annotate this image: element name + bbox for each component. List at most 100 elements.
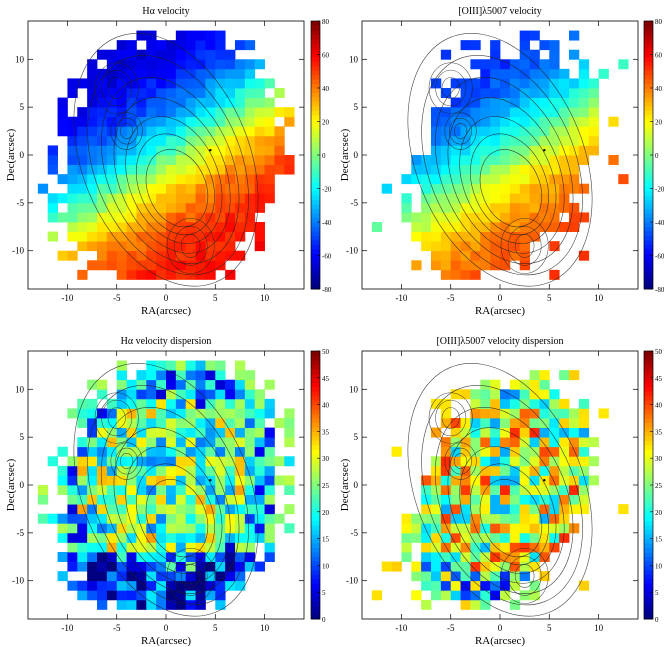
colorbar-tick-label: 15 — [322, 536, 330, 544]
map-pixel — [539, 193, 550, 204]
map-pixel — [460, 532, 471, 543]
map-pixel — [559, 222, 570, 232]
map-pixel — [116, 561, 127, 572]
map-pixel — [185, 231, 196, 242]
map-pixel — [440, 523, 452, 534]
map-pixel — [195, 475, 206, 486]
map-pixel — [136, 174, 147, 185]
map-pixel — [500, 68, 511, 79]
map-pixel — [37, 494, 49, 505]
map-pixel — [529, 30, 540, 41]
map-pixel — [195, 542, 206, 553]
map-pixel — [490, 475, 501, 486]
map-pixel — [470, 107, 481, 118]
map-pixel — [175, 360, 187, 371]
map-pixel — [195, 269, 206, 280]
map-pixel — [235, 68, 246, 79]
map-pixel — [215, 561, 226, 572]
map-pixel — [87, 437, 98, 448]
map-pixel — [470, 398, 481, 409]
map-pixel — [460, 222, 471, 232]
map-pixel — [225, 552, 236, 562]
map-pixel — [549, 241, 560, 252]
colorbar-segment — [311, 177, 320, 183]
map-pixel — [87, 88, 98, 98]
map-pixel — [215, 164, 226, 175]
map-pixel — [57, 523, 68, 534]
map-pixel — [480, 427, 491, 438]
map-pixel — [480, 465, 491, 476]
map-pixel — [254, 427, 265, 438]
map-pixel — [371, 590, 383, 601]
map-pixel — [460, 155, 471, 165]
map-pixel — [539, 427, 550, 438]
map-pixel — [235, 456, 246, 467]
map-pixel — [559, 174, 570, 185]
map-pixel — [235, 398, 246, 409]
map-pixel — [126, 590, 137, 601]
map-pixel — [519, 222, 530, 232]
map-pixel — [215, 78, 226, 89]
map-pixel — [205, 107, 216, 118]
map-pixel — [578, 135, 590, 146]
map-pixel — [205, 250, 216, 261]
map-pixel — [185, 398, 196, 409]
map-pixel — [136, 250, 147, 261]
map-pixel — [215, 135, 226, 146]
map-pixel — [569, 494, 580, 505]
map-pixel — [225, 116, 236, 127]
map-pixel — [450, 260, 461, 271]
map-pixel — [97, 145, 108, 156]
map-pixel — [205, 494, 216, 505]
contour-line — [514, 234, 535, 258]
map-pixel — [244, 494, 256, 505]
map-pixel — [97, 97, 108, 108]
map-pixel — [264, 78, 275, 89]
map-pixel — [195, 241, 206, 252]
map-pixel — [185, 145, 196, 156]
map-pixel — [254, 107, 265, 118]
map-pixel — [480, 135, 491, 146]
map-pixel — [156, 59, 167, 70]
colorbar-segment — [644, 462, 653, 468]
map-pixel — [156, 155, 167, 165]
map-pixel — [166, 202, 177, 213]
map-pixel — [126, 513, 137, 524]
map-pixel — [146, 379, 157, 390]
colorbar-tick-label: -20 — [655, 186, 664, 194]
map-pixel — [116, 475, 127, 486]
map-pixel — [195, 590, 206, 601]
y-tick-label: -5 — [351, 198, 359, 208]
map-pixel — [156, 379, 167, 390]
map-pixel — [500, 456, 511, 467]
map-pixel — [225, 231, 236, 242]
map-pixel — [156, 523, 167, 534]
colorbar-segment — [644, 275, 653, 281]
map-pixel — [136, 135, 147, 146]
map-pixel — [87, 59, 98, 70]
colorbar-segment — [644, 101, 653, 107]
map-pixel — [116, 389, 127, 400]
map-pixel — [185, 126, 196, 137]
map-pixel — [450, 202, 461, 213]
map-pixel — [136, 532, 147, 543]
map-pixel — [470, 446, 481, 457]
map-pixel — [195, 250, 206, 261]
colorbar-segment — [311, 123, 320, 129]
map-pixel — [578, 475, 590, 486]
map-pixel — [185, 68, 196, 79]
map-pixel — [156, 456, 167, 467]
map-pixel — [87, 580, 98, 591]
map-pixel — [490, 552, 501, 562]
x-tick-label: 5 — [547, 623, 552, 633]
map-pixel — [529, 561, 540, 572]
map-pixel — [559, 78, 570, 89]
map-pixel — [136, 212, 147, 223]
map-pixel — [205, 202, 216, 213]
map-pixel — [490, 212, 501, 223]
map-pixel — [440, 193, 452, 204]
map-pixel — [490, 494, 501, 505]
map-pixel — [490, 379, 501, 390]
map-pixel — [106, 418, 118, 428]
map-pixel — [225, 446, 236, 457]
